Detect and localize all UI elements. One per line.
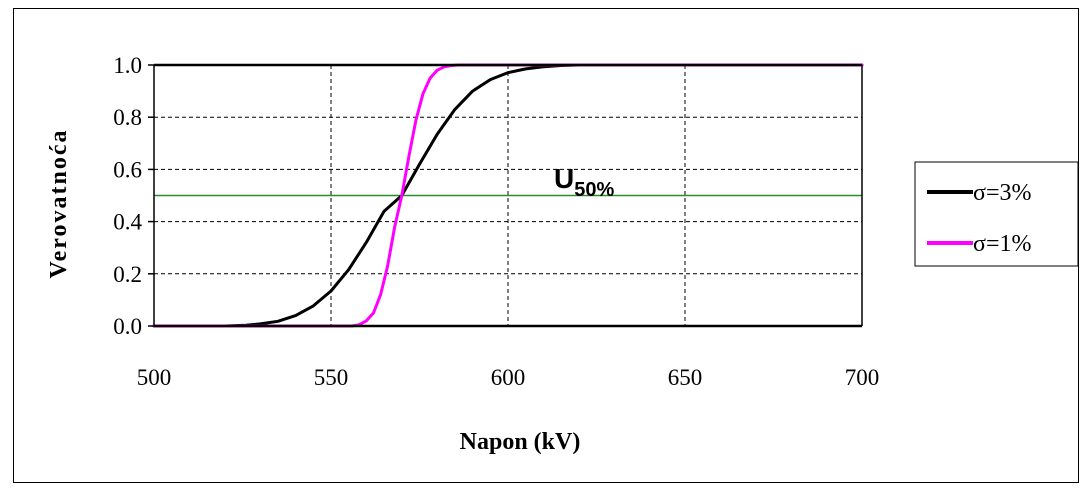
x-tick-label-0: 500 [137, 365, 172, 390]
x-tick-label-2: 600 [491, 365, 526, 390]
y-tick-label-2: 0.4 [113, 210, 142, 235]
chart-frame: 0.0 0.2 0.4 0.6 0.8 1.0 500 550 600 650 700 Napon … [13, 8, 1079, 483]
tick-labels: 0.0 0.2 0.4 0.6 0.8 1.0 500 550 600 650 700 [113, 53, 879, 390]
y-tick-label-0: 0.0 [113, 314, 142, 339]
x-axis-title: Napon (kV) [460, 429, 581, 455]
legend-label-sigma3: σ=3% [973, 180, 1031, 206]
x-tick-label-1: 550 [314, 365, 349, 390]
x-tick-label-3: 650 [668, 365, 703, 390]
chart-svg: 0.0 0.2 0.4 0.6 0.8 1.0 500 550 600 650 700 Napon … [46, 53, 1078, 455]
legend-box [914, 161, 1078, 267]
x-tick-label-4: 700 [845, 365, 880, 390]
legend: σ=3% σ=1% [914, 161, 1078, 267]
y-tick-label-4: 0.8 [113, 105, 142, 130]
grid-layer [154, 65, 862, 326]
annotation-main: U [554, 163, 574, 194]
axis-layer [148, 63, 863, 328]
y-tick-label-5: 1.0 [113, 53, 142, 78]
legend-label-sigma1: σ=1% [973, 231, 1031, 257]
series-layer [152, 63, 864, 328]
annotation-subscript: 50% [574, 179, 614, 201]
series-line-1 [152, 63, 864, 328]
y-tick-label-1: 0.2 [113, 262, 142, 287]
y-axis-title: Verovatnoća [46, 129, 72, 279]
y-tick-label-3: 0.6 [113, 157, 142, 182]
u50-annotation: U50% [554, 163, 614, 201]
